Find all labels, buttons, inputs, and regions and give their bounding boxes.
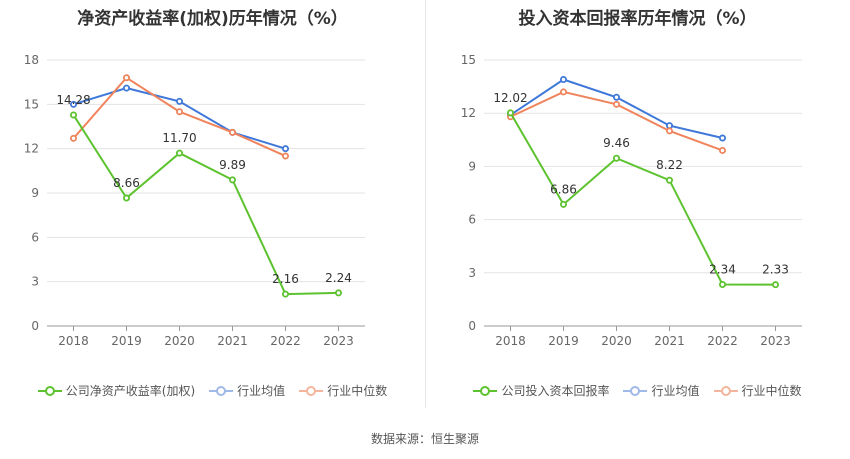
data-point[interactable] xyxy=(175,108,183,116)
legend-item-industry-median[interactable]: 行业中位数 xyxy=(299,382,387,399)
y-tick-label: 0 xyxy=(468,319,476,333)
y-tick-label: 6 xyxy=(468,213,476,227)
data-label: 11.70 xyxy=(162,131,196,145)
data-point[interactable] xyxy=(123,84,131,92)
data-label: 8.22 xyxy=(656,158,683,172)
data-point[interactable] xyxy=(559,88,567,96)
data-point[interactable] xyxy=(175,149,183,157)
legend-label: 行业中位数 xyxy=(327,384,388,398)
data-point[interactable] xyxy=(281,290,289,298)
x-tick-label: 2020 xyxy=(601,334,632,348)
data-point[interactable] xyxy=(718,146,726,154)
data-label: 2.24 xyxy=(325,271,352,285)
y-tick-label: 9 xyxy=(468,159,476,173)
roe-chart-legend: 公司净资产收益率(加权) 行业均值 行业中位数 xyxy=(0,382,425,399)
data-point[interactable] xyxy=(507,109,515,117)
legend-line-marker-icon xyxy=(623,385,648,396)
data-point[interactable] xyxy=(228,128,236,136)
data-point[interactable] xyxy=(665,127,673,135)
data-source-footer: 数据来源：恒生聚源 xyxy=(370,432,479,446)
data-point[interactable] xyxy=(612,93,620,101)
roic-chart-legend: 公司投入资本回报率 行业均值 行业中位数 xyxy=(425,382,850,399)
data-point[interactable] xyxy=(123,194,131,202)
data-point[interactable] xyxy=(334,289,342,297)
y-tick-label: 15 xyxy=(24,97,39,111)
legend-item-industry-mean[interactable]: 行业均值 xyxy=(209,382,285,399)
x-tick-label: 2022 xyxy=(270,334,301,348)
y-tick-label: 0 xyxy=(31,319,39,333)
legend-item-industry-mean[interactable]: 行业均值 xyxy=(623,382,700,399)
data-point[interactable] xyxy=(228,176,236,184)
data-point[interactable] xyxy=(771,281,779,289)
y-tick-label: 3 xyxy=(468,266,476,280)
roe-chart-title: 净资产收益率(加权)历年情况（%） xyxy=(77,9,348,29)
legend-line-marker-icon xyxy=(37,385,62,396)
series-line xyxy=(509,112,776,286)
y-tick-label: 15 xyxy=(461,53,476,67)
data-point[interactable] xyxy=(665,122,673,130)
data-point[interactable] xyxy=(612,154,620,162)
data-label: 2.33 xyxy=(762,263,789,277)
y-tick-label: 9 xyxy=(31,186,39,200)
data-point[interactable] xyxy=(718,281,726,289)
data-point[interactable] xyxy=(70,100,78,108)
legend-label: 公司投入资本回报率 xyxy=(501,384,610,398)
data-label: 9.46 xyxy=(603,136,630,150)
x-tick-label: 2020 xyxy=(164,334,195,348)
data-point[interactable] xyxy=(665,176,673,184)
x-tick-label: 2018 xyxy=(495,334,526,348)
roe-chart-panel: 净资产收益率(加权)历年情况（%） 0 3 6 9 12 15 18 2018 2019 2020… xyxy=(0,0,425,420)
x-tick-label: 2023 xyxy=(323,334,354,348)
data-label: 9.89 xyxy=(219,158,246,172)
data-point[interactable] xyxy=(123,74,131,82)
series-line xyxy=(509,78,723,140)
data-point[interactable] xyxy=(559,76,567,84)
legend-label: 行业均值 xyxy=(651,384,700,398)
legend-line-marker-icon xyxy=(209,385,234,396)
data-label: 8.66 xyxy=(113,176,140,190)
x-tick-label: 2018 xyxy=(58,334,89,348)
x-tick-label: 2023 xyxy=(760,334,791,348)
roe-chart: 0 3 6 9 12 15 18 2018 2019 2020 2021 2022 2023 14.28 8… xyxy=(24,53,365,348)
roic-chart-panel: 投入资本回报率历年情况（%） 0 3 6 9 12 15 2018 2019 2020 2021 2… xyxy=(425,0,850,420)
y-tick-label: 12 xyxy=(24,142,39,156)
x-tick-label: 2021 xyxy=(654,334,685,348)
data-point[interactable] xyxy=(175,97,183,105)
legend-item-company-roe[interactable]: 公司净资产收益率(加权) xyxy=(37,382,196,399)
x-tick-label: 2021 xyxy=(217,334,248,348)
data-point[interactable] xyxy=(718,134,726,142)
data-point[interactable] xyxy=(70,134,78,142)
panel-divider xyxy=(425,0,426,408)
data-label: 12.02 xyxy=(493,91,527,105)
x-tick-label: 2019 xyxy=(548,334,579,348)
legend-label: 行业中位数 xyxy=(741,384,802,398)
x-tick-label: 2019 xyxy=(111,334,142,348)
legend-item-industry-median[interactable]: 行业中位数 xyxy=(713,382,802,399)
roic-chart-title: 投入资本回报率历年情况（%） xyxy=(518,9,757,29)
data-point[interactable] xyxy=(281,152,289,160)
legend-line-marker-icon xyxy=(299,385,324,396)
legend-line-marker-icon xyxy=(473,385,498,396)
legend-item-company-roic[interactable]: 公司投入资本回报率 xyxy=(473,382,609,399)
data-label: 2.34 xyxy=(709,263,736,277)
roic-chart: 0 3 6 9 12 15 2018 2019 2020 2021 2022 2023 12.02 6.8… xyxy=(461,53,802,348)
legend-label: 公司净资产收益率(加权) xyxy=(65,384,196,398)
data-label: 2.16 xyxy=(272,272,299,286)
y-tick-label: 18 xyxy=(24,53,39,67)
data-point[interactable] xyxy=(612,100,620,108)
data-label: 6.86 xyxy=(550,182,577,196)
y-tick-label: 12 xyxy=(461,106,476,120)
legend-line-marker-icon xyxy=(713,385,738,396)
series-line xyxy=(72,114,339,296)
data-point[interactable] xyxy=(281,145,289,153)
data-label: 14.28 xyxy=(56,93,90,107)
y-tick-label: 6 xyxy=(31,230,39,244)
y-tick-label: 3 xyxy=(31,275,39,289)
data-point[interactable] xyxy=(559,200,567,208)
legend-label: 行业均值 xyxy=(237,384,286,398)
data-point[interactable] xyxy=(70,111,78,119)
x-tick-label: 2022 xyxy=(707,334,738,348)
